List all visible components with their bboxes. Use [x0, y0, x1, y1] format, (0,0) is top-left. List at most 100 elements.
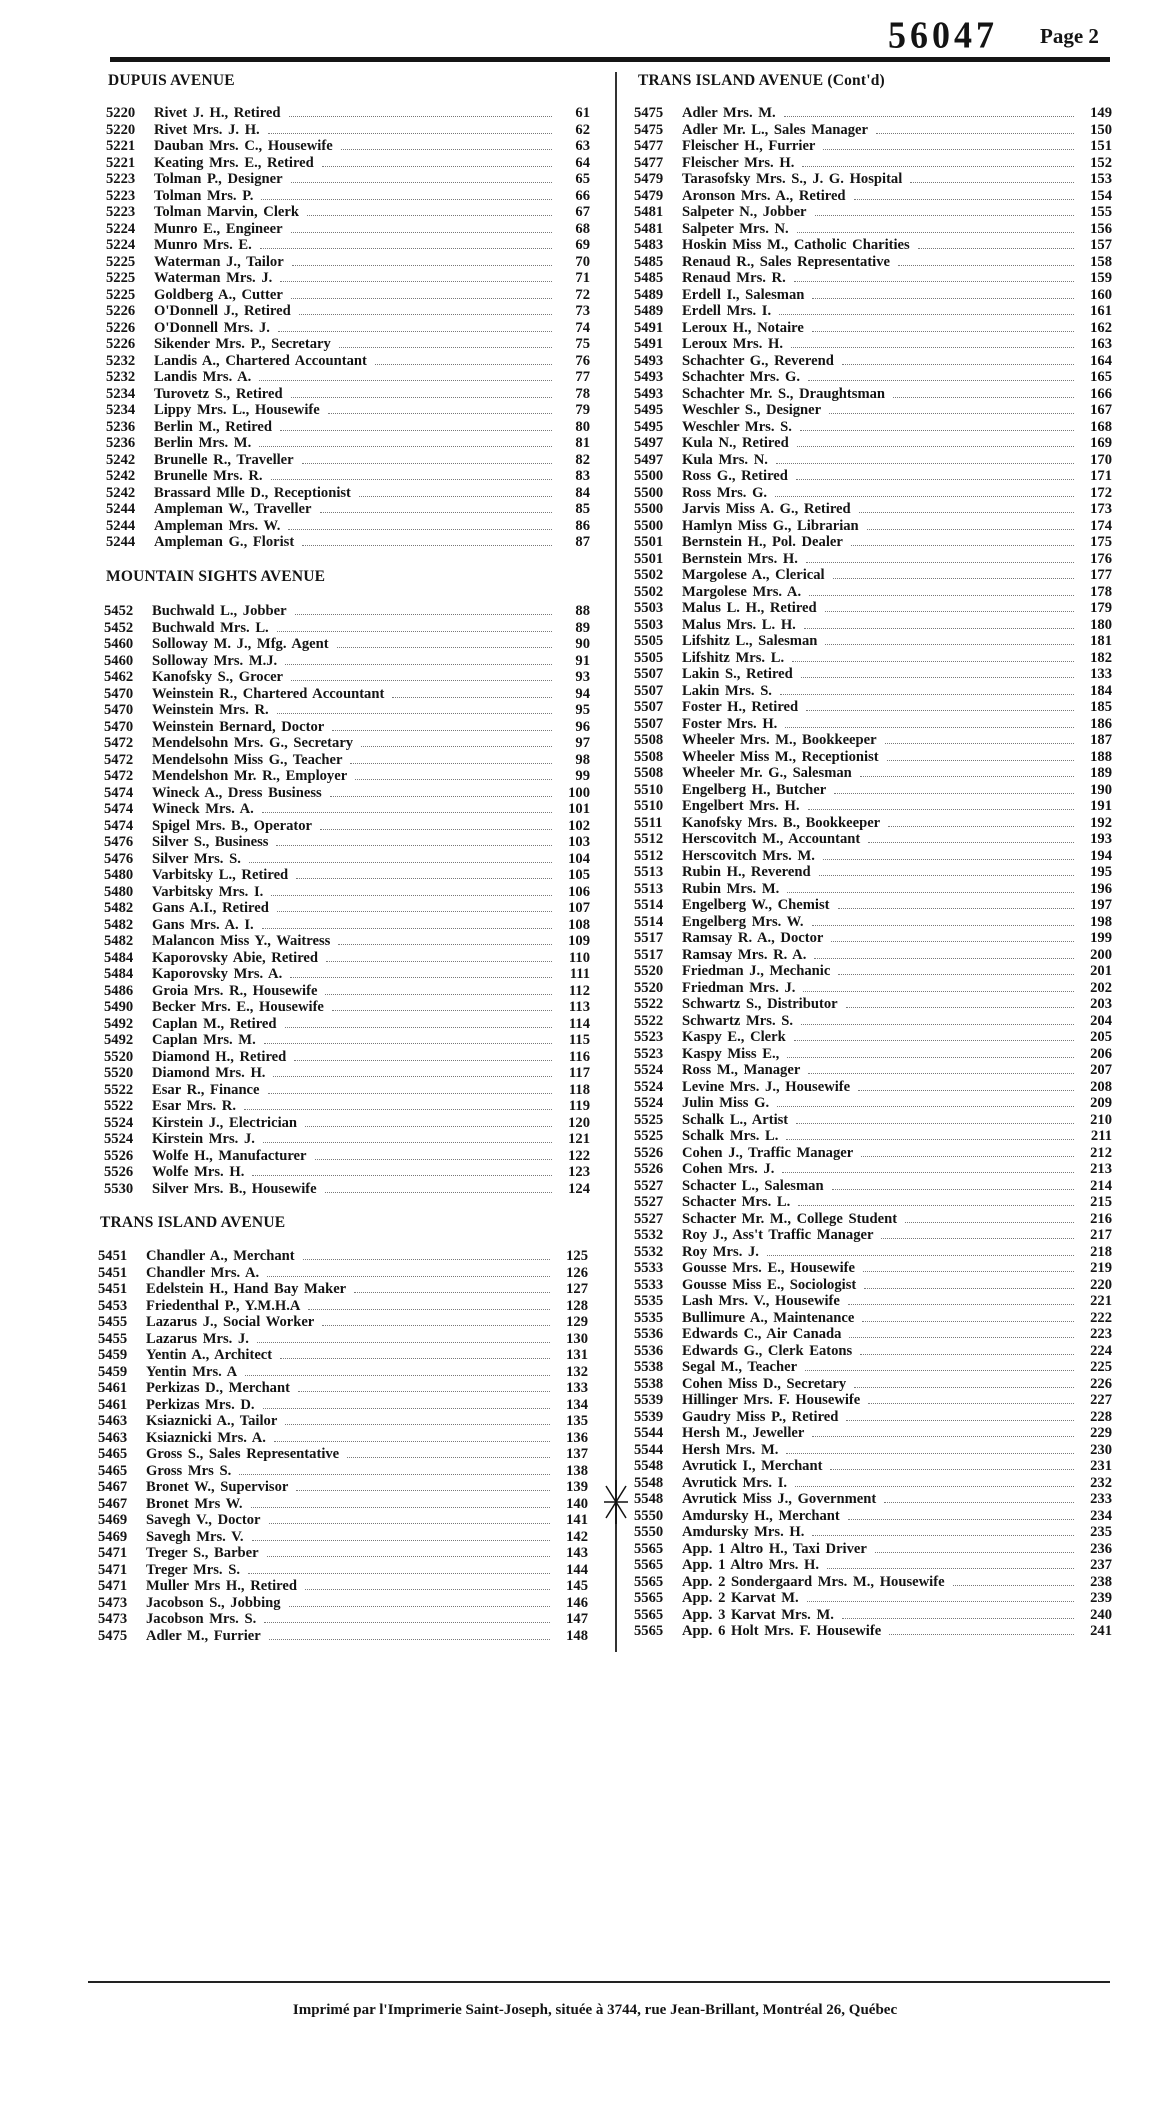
resident-name: Gaudry Miss P., Retired	[682, 1408, 839, 1425]
resident-name: Ramsay R. A., Doctor	[682, 930, 824, 946]
resident-name: Tolman P., Designer	[154, 171, 283, 187]
directory-entry: 5474 Spigel Mrs. B., Operator 102	[104, 818, 590, 835]
dot-leader	[261, 198, 552, 200]
dot-leader	[290, 182, 552, 183]
house-number: 5489	[634, 286, 664, 303]
house-number: 5475	[634, 105, 664, 121]
house-number: 5548	[634, 1491, 664, 1507]
entry-number: 171	[1090, 468, 1112, 484]
dot-leader	[786, 1452, 1074, 1454]
directory-entry: 5244 Ampleman W., Traveller 85	[106, 501, 590, 518]
directory-entry: 5242 Brassard Mlle D., Receptionist 84	[106, 485, 590, 502]
directory-entry: 5460 Solloway Mrs. M.J. 91	[104, 653, 590, 670]
house-number: 5497	[634, 435, 664, 451]
entry-number: 99	[575, 768, 590, 784]
directory-entry: 5465 Gross S., Sales Representative 137	[98, 1446, 588, 1463]
dot-leader	[884, 743, 1074, 744]
resident-name: Renaud Mrs. R.	[682, 270, 786, 286]
dot-leader	[881, 1238, 1074, 1239]
house-number: 5220	[106, 121, 136, 138]
directory-entry: 5234 Turovetz S., Retired 78	[106, 386, 590, 403]
dot-leader	[779, 693, 1074, 695]
house-number: 5505	[634, 633, 664, 649]
directory-entry: 5500 Jarvis Miss A. G., Retired 173	[634, 501, 1112, 518]
directory-entry: 5225 Goldberg A., Cutter 72	[106, 287, 590, 304]
dot-leader	[868, 842, 1074, 843]
entry-number: 220	[1090, 1276, 1112, 1293]
house-number: 5480	[104, 883, 134, 900]
dot-leader	[861, 1155, 1074, 1157]
house-number: 5517	[634, 930, 664, 946]
dot-leader	[268, 1523, 550, 1524]
dot-leader	[247, 1572, 550, 1574]
house-number: 5510	[634, 798, 664, 814]
house-number: 5497	[634, 451, 664, 468]
entry-number: 187	[1090, 732, 1112, 748]
directory-entry: 5244 Ampleman G., Florist 87	[106, 534, 590, 551]
directory-entry: 5493 Schachter Mr. S., Draughtsman 166	[634, 386, 1112, 403]
resident-name: Avrutick Miss J., Government	[682, 1491, 877, 1507]
dot-leader	[796, 231, 1074, 233]
resident-name: Weinstein Mrs. R.	[152, 702, 269, 718]
dot-leader	[905, 1221, 1074, 1223]
dot-leader	[858, 512, 1074, 513]
house-number: 5520	[104, 1065, 134, 1081]
resident-name: Ramsay Mrs. R. A.	[682, 946, 807, 963]
dot-leader	[853, 198, 1074, 200]
resident-name: Salpeter N., Jobber	[682, 204, 807, 220]
entry-number: 143	[566, 1545, 588, 1561]
dot-leader	[324, 1191, 552, 1193]
dot-leader	[803, 627, 1074, 629]
house-number: 5512	[634, 831, 664, 847]
house-number: 5465	[98, 1446, 128, 1462]
house-number: 5232	[106, 369, 136, 385]
entry-number: 229	[1090, 1425, 1112, 1441]
resident-name: Buchwald Mrs. L.	[152, 619, 269, 636]
entry-number: 155	[1090, 204, 1112, 220]
directory-entry: 5224 Munro E., Engineer 68	[106, 221, 590, 238]
resident-name: Lazarus Mrs. J.	[146, 1330, 249, 1347]
directory-entry: 5520 Diamond H., Retired 116	[104, 1049, 590, 1066]
directory-entry: 5470 Weinstein Mrs. R. 95	[104, 702, 590, 719]
resident-name: Gousse Mrs. E., Housewife	[682, 1260, 856, 1276]
directory-entry: 5472 Mendelshon Mr. R., Employer 99	[104, 768, 590, 785]
section-entries: 5452 Buchwald L., Jobber 88 5452 Buchwald Mr…	[104, 603, 590, 1197]
directory-entry: 5475 Adler Mrs. M. 149	[634, 105, 1112, 122]
directory-entry: 5502 Margolese A., Clerical 177	[634, 567, 1112, 584]
house-number: 5510	[634, 781, 664, 798]
entry-number: 116	[568, 1048, 590, 1065]
directory-entry: 5472 Mendelsohn Miss G., Teacher 98	[104, 752, 590, 769]
resident-name: Solloway Mrs. M.J.	[152, 652, 278, 669]
resident-name: Schalk Mrs. L.	[682, 1128, 779, 1144]
resident-name: Jarvis Miss A. G., Retired	[682, 501, 851, 517]
resident-name: Herscovitch Mrs. M.	[682, 847, 815, 864]
entry-number: 200	[1090, 946, 1112, 963]
dot-leader	[866, 528, 1074, 530]
directory-entry: 5538 Cohen Miss D., Secretary 226	[634, 1376, 1112, 1393]
house-number: 5493	[634, 385, 664, 402]
dot-leader	[888, 825, 1074, 827]
entry-number: 181	[1090, 633, 1112, 649]
dot-leader	[805, 561, 1074, 563]
resident-name: Erdell I., Salesman	[682, 286, 805, 303]
house-number: 5526	[104, 1164, 134, 1180]
entry-number: 227	[1090, 1392, 1112, 1408]
directory-entry: 5524 Ross M., Manager 207	[634, 1062, 1112, 1079]
directory-entry: 5244 Ampleman Mrs. W. 86	[106, 518, 590, 535]
house-number: 5242	[106, 484, 136, 501]
resident-name: Chandler Mrs. A.	[146, 1264, 260, 1281]
entry-number: 232	[1090, 1474, 1112, 1491]
column-divider	[615, 72, 617, 1652]
house-number: 5508	[634, 732, 664, 748]
resident-name: Leroux H., Notaire	[682, 319, 804, 336]
entry-number: 152	[1090, 154, 1112, 171]
dot-leader	[276, 713, 552, 714]
directory-entry: 5513 Rubin H., Reverend 195	[634, 864, 1112, 881]
house-number: 5455	[98, 1314, 128, 1330]
directory-entry: 5495 Weschler Mrs. S. 168	[634, 419, 1112, 436]
entry-number: 138	[566, 1462, 588, 1479]
entry-number: 196	[1090, 880, 1112, 897]
dot-leader	[795, 1485, 1074, 1487]
resident-name: Avrutick Mrs. I.	[682, 1474, 788, 1491]
directory-entry: 5226 Sikender Mrs. P., Secretary 75	[106, 336, 590, 353]
